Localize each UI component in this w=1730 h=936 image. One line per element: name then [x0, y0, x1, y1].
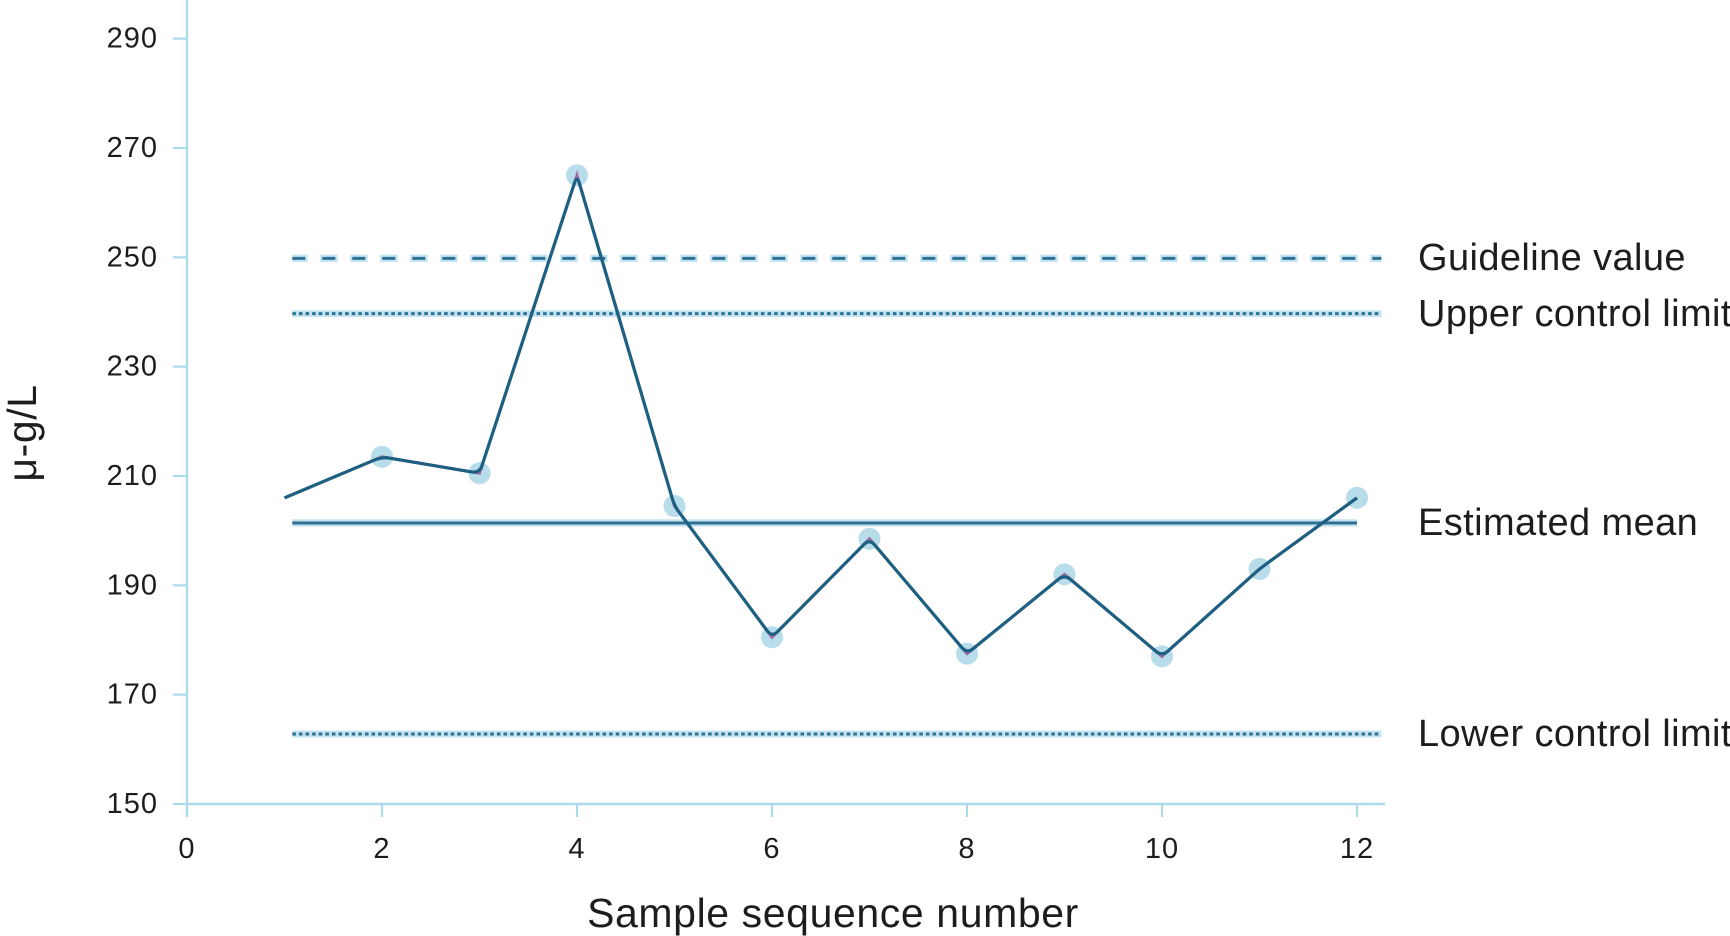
- x-tick-label: 8: [958, 833, 975, 865]
- x-tick-label: 6: [763, 833, 780, 865]
- y-tick-label: 250: [107, 241, 158, 273]
- y-tick-label: 150: [107, 788, 158, 820]
- upper-control-limit-label: Upper control limit: [1418, 292, 1730, 335]
- y-tick-label: 230: [107, 351, 158, 383]
- y-tick-label: 170: [107, 679, 158, 711]
- x-tick-label: 10: [1145, 833, 1179, 865]
- x-tick-label: 0: [178, 833, 195, 865]
- x-axis-title: Sample sequence number: [587, 890, 1079, 936]
- x-tick-label: 12: [1340, 833, 1374, 865]
- y-tick-label: 290: [107, 23, 158, 55]
- estimated-mean-label: Estimated mean: [1418, 501, 1699, 544]
- data-line: [283, 177, 1358, 656]
- lower-control-limit-label: Lower control limit: [1418, 713, 1730, 756]
- y-tick-label: 190: [107, 569, 158, 601]
- x-tick-label: 4: [568, 833, 585, 865]
- y-tick-label: 270: [107, 132, 158, 164]
- y-axis-title: μ-g/L: [0, 384, 45, 482]
- y-tick-label: 210: [107, 460, 158, 492]
- guideline-value-label: Guideline value: [1418, 237, 1686, 280]
- data-line-secondary: [283, 170, 1358, 659]
- x-tick-label: 2: [373, 833, 390, 865]
